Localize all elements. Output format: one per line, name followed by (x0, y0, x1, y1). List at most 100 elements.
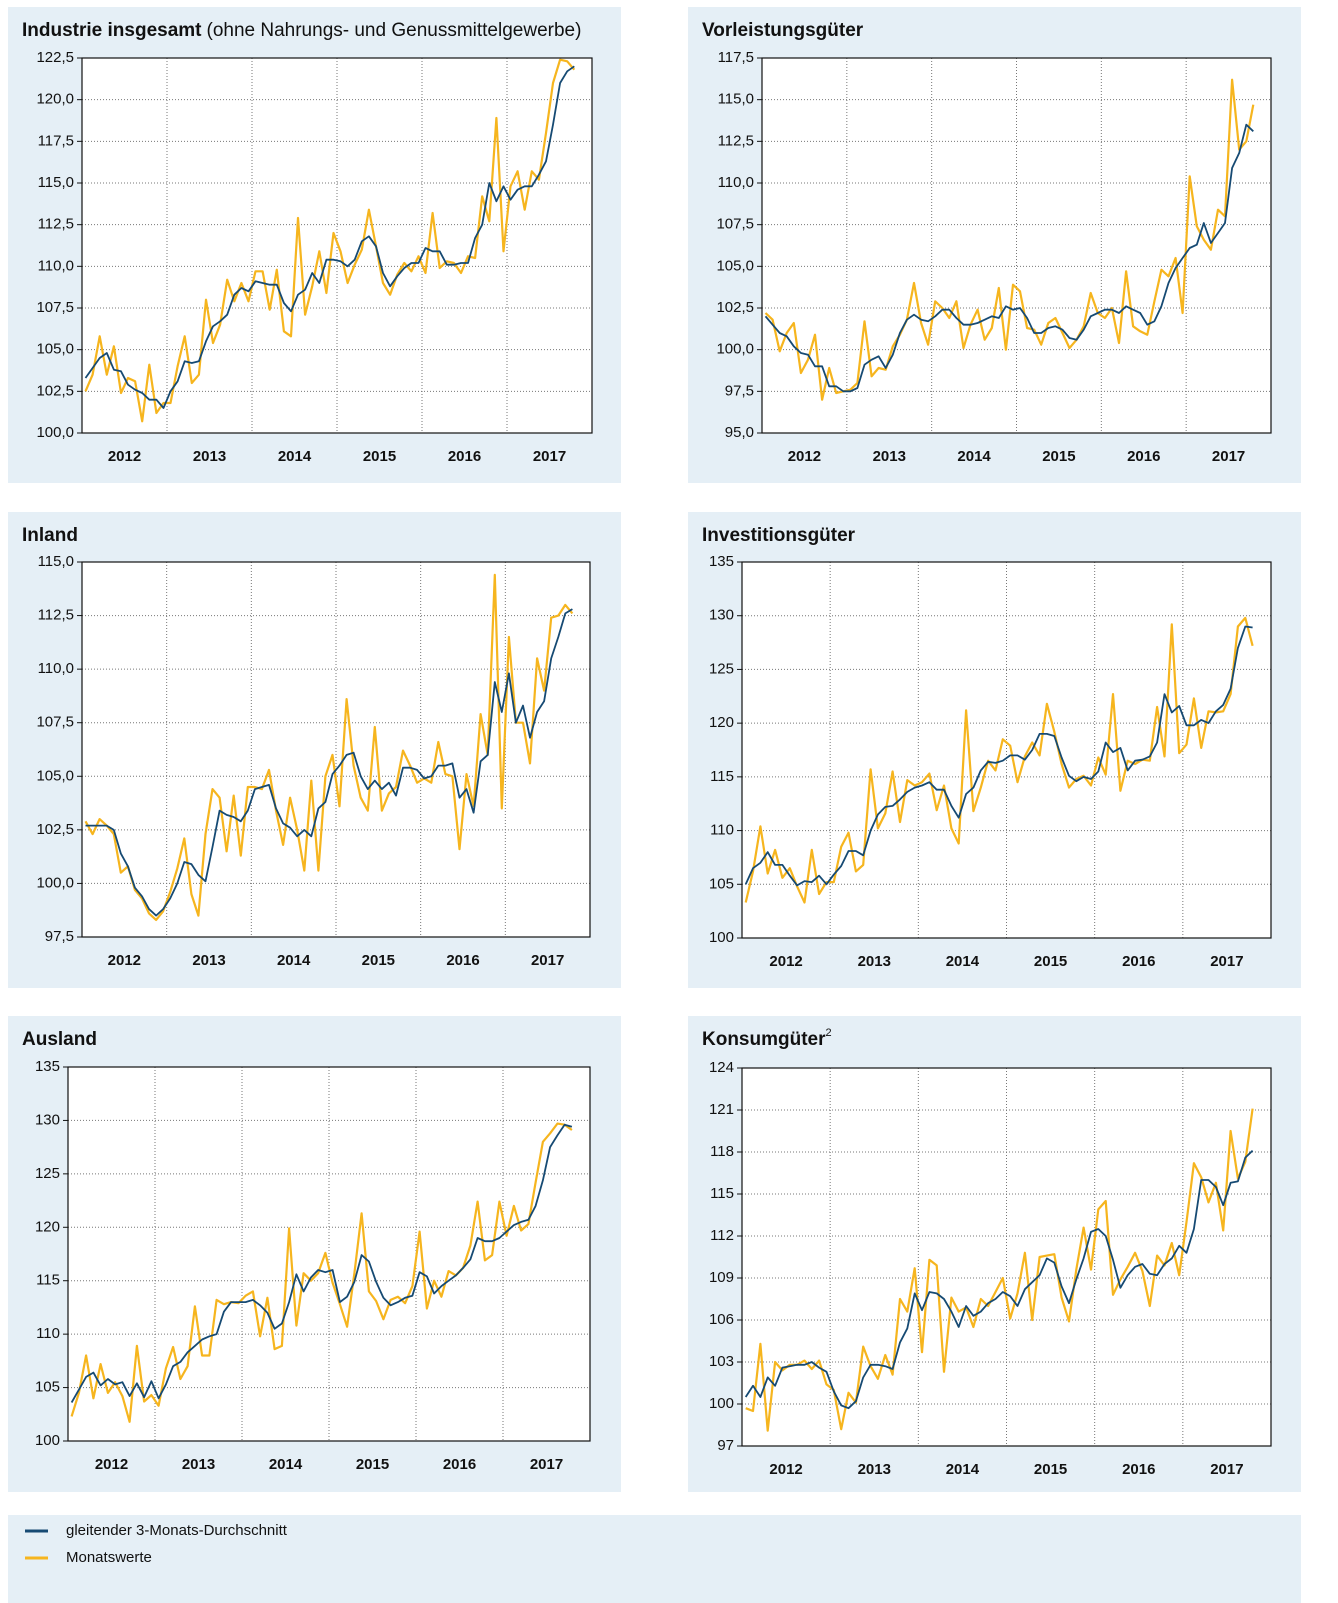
y-tick-label: 97,5 (45, 928, 74, 945)
y-tick-label: 110,0 (38, 257, 74, 274)
y-tick-label: 100,0 (36, 424, 74, 441)
x-tick-label: 2012 (788, 448, 821, 465)
y-tick-label: 100 (709, 1395, 734, 1412)
y-tick-label: 135 (35, 1058, 60, 1075)
x-tick-label: 2015 (1034, 1461, 1067, 1478)
title-main: Ausland (22, 1029, 97, 1050)
y-tick-label: 110 (710, 822, 734, 839)
x-tick-label: 2016 (443, 1456, 476, 1473)
chart-title: Investitionsgüter (702, 525, 856, 546)
y-tick-label: 107,5 (36, 714, 74, 731)
title-main: Industrie insgesamt (22, 20, 202, 41)
y-tick-label: 105,0 (36, 341, 74, 358)
y-tick-label: 112,5 (718, 132, 754, 149)
y-tick-label: 100 (709, 929, 734, 946)
series-line (744, 1149, 1254, 1410)
y-tick-label: 107,5 (716, 216, 754, 233)
y-tick-label: 118 (710, 1143, 734, 1160)
y-tick-label: 103 (709, 1353, 734, 1370)
y-tick-label: 121 (709, 1101, 734, 1118)
y-tick-label: 105,0 (36, 767, 74, 784)
y-tick-label: 115,0 (38, 174, 74, 191)
chart-title: Vorleistungsgüter (702, 20, 864, 41)
y-tick-label: 105 (709, 875, 734, 892)
series-line (764, 123, 1254, 393)
x-tick-label: 2016 (1122, 953, 1155, 970)
x-tick-label: 2017 (531, 952, 564, 969)
x-tick-label: 2013 (873, 448, 906, 465)
y-tick-label: 125 (35, 1165, 60, 1182)
x-tick-label: 2012 (769, 953, 802, 970)
series-line (85, 608, 573, 917)
y-tick-label: 102,5 (36, 821, 74, 838)
chart-title: Inland (22, 525, 78, 546)
x-tick-label: 2016 (1127, 448, 1160, 465)
chart-title: Ausland (22, 1029, 97, 1050)
x-tick-label: 2017 (530, 1456, 563, 1473)
y-tick-label: 95,0 (725, 424, 754, 441)
y-tick-label: 117,5 (38, 132, 74, 149)
legend-label: Monatswerte (66, 1549, 152, 1566)
x-tick-label: 2015 (1034, 953, 1067, 970)
x-tick-label: 2017 (533, 448, 566, 465)
y-tick-label: 102,5 (716, 299, 754, 316)
x-tick-label: 2013 (192, 952, 225, 969)
x-tick-label: 2017 (1210, 1461, 1243, 1478)
plot-border (67, 1066, 591, 1442)
x-tick-label: 2013 (193, 448, 226, 465)
x-tick-label: 2016 (446, 952, 479, 969)
x-tick-label: 2017 (1210, 953, 1243, 970)
title-main: Vorleistungsgüter (702, 20, 864, 41)
y-tick-label: 100,0 (716, 341, 754, 358)
plot-border (761, 57, 1272, 434)
title-sub: (ohne Nahrungs- und Genussmittelgewerbe) (207, 20, 582, 41)
x-tick-label: 2015 (356, 1456, 389, 1473)
y-tick-label: 117,5 (718, 49, 754, 66)
series-line (744, 616, 1254, 904)
y-tick-label: 109 (709, 1269, 734, 1286)
y-tick-label: 124 (709, 1059, 734, 1076)
plot-area (742, 562, 1271, 938)
y-tick-label: 115 (710, 768, 734, 785)
plot-border (81, 57, 593, 434)
x-tick-label: 2012 (769, 1461, 802, 1478)
x-tick-label: 2016 (448, 448, 481, 465)
x-tick-label: 2014 (946, 953, 980, 970)
series-line (70, 1123, 573, 1403)
y-tick-label: 112,5 (38, 607, 74, 624)
y-tick-label: 112,5 (38, 216, 74, 233)
x-tick-label: 2015 (363, 448, 396, 465)
legend-label: gleitender 3-Monats-Durchschnitt (66, 1522, 288, 1539)
y-tick-label: 120,0 (36, 91, 74, 108)
y-tick-label: 100,0 (36, 874, 74, 891)
y-tick-label: 115,0 (718, 91, 754, 108)
chart-title: Konsumgüter2 (702, 1027, 832, 1050)
x-tick-label: 2014 (277, 952, 311, 969)
y-tick-label: 112 (710, 1227, 734, 1244)
plot-border (741, 561, 1272, 939)
legend-panel (8, 1515, 1301, 1603)
chart-title: Industrie insgesamt (ohne Nahrungs- und G… (22, 20, 581, 41)
y-tick-label: 115 (36, 1272, 60, 1289)
x-tick-label: 2014 (278, 448, 312, 465)
title-main: Investitionsgüter (702, 525, 856, 546)
y-tick-label: 97,5 (725, 382, 754, 399)
x-tick-label: 2015 (362, 952, 395, 969)
x-tick-label: 2017 (1212, 448, 1245, 465)
y-tick-label: 100 (35, 1432, 60, 1449)
x-tick-label: 2013 (858, 953, 891, 970)
series-line (745, 1108, 1254, 1432)
y-tick-label: 125 (709, 660, 734, 677)
x-tick-label: 2014 (269, 1456, 303, 1473)
series-line (70, 1122, 573, 1423)
x-tick-label: 2012 (95, 1456, 128, 1473)
y-tick-label: 105 (35, 1379, 60, 1396)
plot-border (741, 1067, 1272, 1447)
y-tick-label: 105,0 (716, 257, 754, 274)
title-main: Inland (22, 525, 78, 546)
plot-border (81, 561, 591, 938)
series-line (744, 625, 1253, 887)
y-tick-label: 115,0 (38, 553, 74, 570)
y-tick-label: 120 (709, 714, 734, 731)
y-tick-label: 110,0 (718, 174, 754, 191)
